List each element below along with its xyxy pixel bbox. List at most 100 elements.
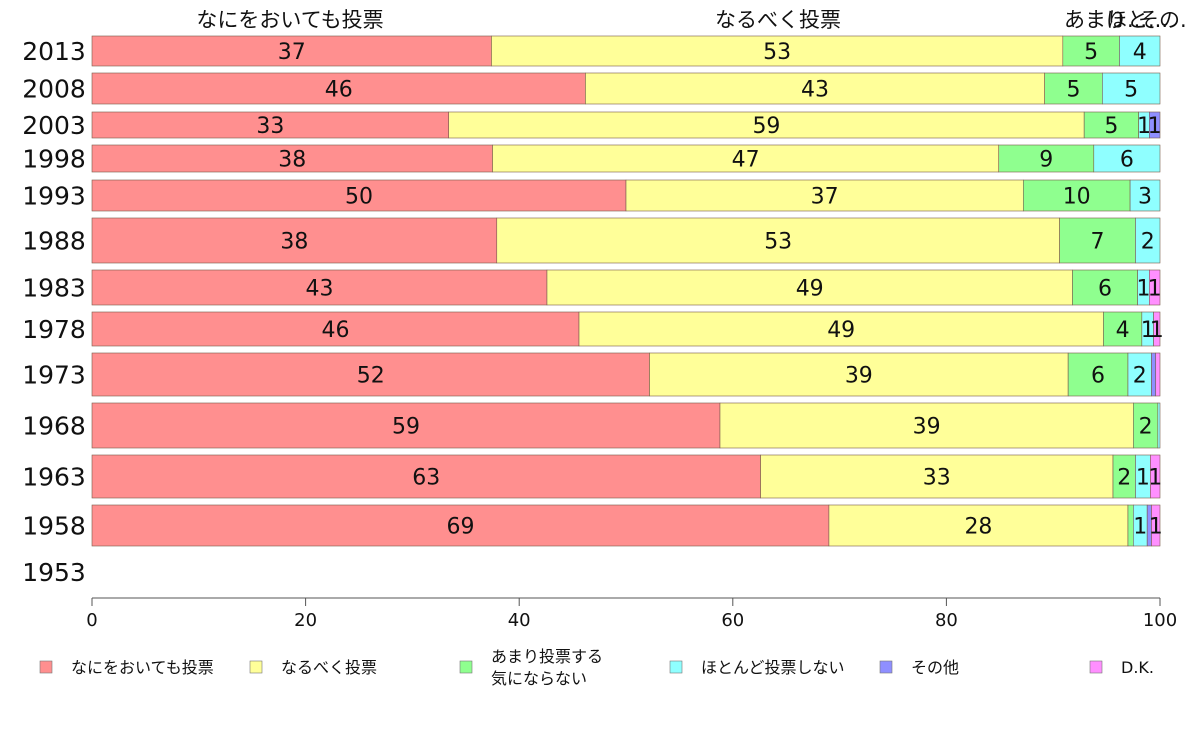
legend-swatch-0: [39, 660, 53, 674]
data-label-1963-series-5: 1: [1148, 466, 1162, 491]
data-label-2013-series-1: 53: [763, 40, 791, 65]
data-label-1968-series-0: 59: [392, 415, 420, 440]
bar-2013-series-2: [1062, 35, 1120, 67]
data-label-2008-series-3: 5: [1124, 78, 1138, 103]
year-label-1993: 1993: [22, 182, 86, 211]
data-label-2008-series-0: 46: [325, 78, 353, 103]
data-label-1978-series-1: 49: [827, 318, 855, 343]
bar-1963-series-5: [1150, 454, 1161, 499]
legend-swatch-5: [1089, 660, 1103, 674]
x-tick-label-100: 100: [1143, 610, 1177, 631]
x-tick-label-80: 80: [935, 610, 958, 631]
legend-swatch-4: [879, 660, 893, 674]
bar-1968-series-1: [719, 402, 1134, 449]
data-label-1993-series-2: 10: [1063, 185, 1091, 210]
bar-1993-series-0: [91, 179, 627, 212]
legend-label-3: ほとんど投票しない: [701, 658, 845, 677]
bar-1978-series-5: [1153, 311, 1161, 347]
legend: なにをおいても投票 なるべく投票 あまり投票する気にならない ほとんど投票しない その他…: [39, 647, 1154, 688]
bar-1968-series-0: [91, 402, 721, 449]
bar-1963-series-0: [91, 454, 761, 499]
data-label-1978-series-2: 4: [1116, 318, 1130, 343]
top-label-3: ほと...: [1106, 8, 1168, 32]
bar-2003-series-1: [448, 111, 1085, 139]
data-label-2003-series-2: 5: [1104, 114, 1118, 139]
bar-1958-series-5: [1151, 504, 1161, 547]
bar-1988-series-2: [1059, 217, 1136, 264]
data-label-1983-series-5: 1: [1148, 277, 1162, 302]
data-label-1978-series-5: 1: [1150, 318, 1164, 343]
top-label-2: あまり...: [1064, 8, 1147, 32]
bar-1978-series-1: [578, 311, 1104, 347]
data-label-1963-series-1: 33: [923, 466, 951, 491]
bar-1993-series-2: [1022, 179, 1131, 212]
legend-swatch-3: [669, 660, 683, 674]
year-label-1998: 1998: [22, 145, 86, 174]
top-label-4: その...: [1138, 8, 1188, 32]
data-label-1983-series-3: 1: [1136, 277, 1150, 302]
top-label-0: なにをおいても投票: [196, 8, 383, 32]
top-label-1: なるべく投票: [715, 8, 841, 32]
bar-1968-series-3: [1157, 402, 1161, 449]
data-label-1963-series-3: 1: [1136, 466, 1150, 491]
year-labels-layer: 2013 2008 2003 1998 1993 1988 1983 1978 1973 1968…: [22, 37, 86, 587]
bar-1993-series-3: [1129, 179, 1161, 212]
bar-1988-series-1: [496, 217, 1060, 264]
data-label-2003-series-0: 33: [256, 114, 284, 139]
year-label-1963: 1963: [22, 463, 86, 492]
bar-2013-series-0: [91, 35, 492, 67]
bar-2003-series-4: [1149, 111, 1161, 139]
data-label-1983-series-1: 49: [796, 277, 824, 302]
data-label-1973-series-0: 52: [357, 364, 385, 389]
data-label-1998-series-3: 6: [1120, 148, 1134, 173]
bar-1958-series-1: [828, 504, 1129, 547]
bar-1983-series-5: [1149, 269, 1161, 306]
top-labels-layer: なにをおいても投票 なるべく投票 あまり...ほと...その...: [196, 8, 1188, 32]
bar-1983-series-2: [1072, 269, 1138, 306]
data-label-1963-series-0: 63: [412, 466, 440, 491]
x-tick-label-60: 60: [721, 610, 744, 631]
data-label-1958-series-0: 69: [446, 515, 474, 540]
bar-1993-series-1: [625, 179, 1024, 212]
data-label-2003-series-1: 59: [752, 114, 780, 139]
bar-1968-series-2: [1133, 402, 1159, 449]
bar-1998-series-3: [1093, 144, 1161, 173]
bar-1988-series-0: [91, 217, 498, 264]
legend-label-2: あまり投票する気にならない: [491, 647, 603, 688]
bar-1978-series-2: [1103, 311, 1143, 347]
x-tick-label-20: 20: [294, 610, 317, 631]
data-label-1998-series-1: 47: [732, 148, 760, 173]
data-label-1993-series-0: 50: [345, 185, 373, 210]
bar-1988-series-3: [1135, 217, 1161, 264]
data-label-1968-series-2: 2: [1139, 415, 1153, 440]
year-label-1983: 1983: [22, 274, 86, 303]
data-label-1973-series-2: 6: [1091, 364, 1105, 389]
data-label-1983-series-2: 6: [1098, 277, 1112, 302]
data-label-1963-series-2: 2: [1117, 466, 1131, 491]
bar-1973-series-4: [1151, 352, 1157, 397]
bar-2008-series-3: [1102, 72, 1161, 105]
data-label-1993-series-3: 3: [1138, 185, 1152, 210]
legend-swatch-2: [459, 660, 473, 674]
bar-2013-series-1: [491, 35, 1064, 67]
data-label-1998-series-2: 9: [1039, 148, 1053, 173]
bar-2013-series-3: [1119, 35, 1161, 67]
data-label-1978-series-3: 1: [1141, 318, 1155, 343]
data-label-1988-series-3: 2: [1141, 230, 1155, 255]
data-label-2013-series-3: 4: [1133, 40, 1147, 65]
data-label-1983-series-0: 43: [305, 277, 333, 302]
year-label-1988: 1988: [22, 227, 86, 256]
data-label-1988-series-0: 38: [280, 230, 308, 255]
legend-label-4: その他: [911, 658, 959, 677]
year-label-2003: 2003: [22, 111, 86, 140]
legend-label-0: なにをおいても投票: [71, 658, 214, 677]
data-label-2003-series-3: 1: [1137, 114, 1151, 139]
data-label-2003-series-4: 1: [1148, 114, 1162, 139]
data-label-2008-series-1: 43: [801, 78, 829, 103]
bar-1958-series-0: [91, 504, 830, 547]
data-label-1958-series-5: 1: [1149, 515, 1163, 540]
year-label-1968: 1968: [22, 412, 86, 441]
data-label-1988-series-1: 53: [764, 230, 792, 255]
x-tick-label-0: 0: [86, 610, 97, 631]
